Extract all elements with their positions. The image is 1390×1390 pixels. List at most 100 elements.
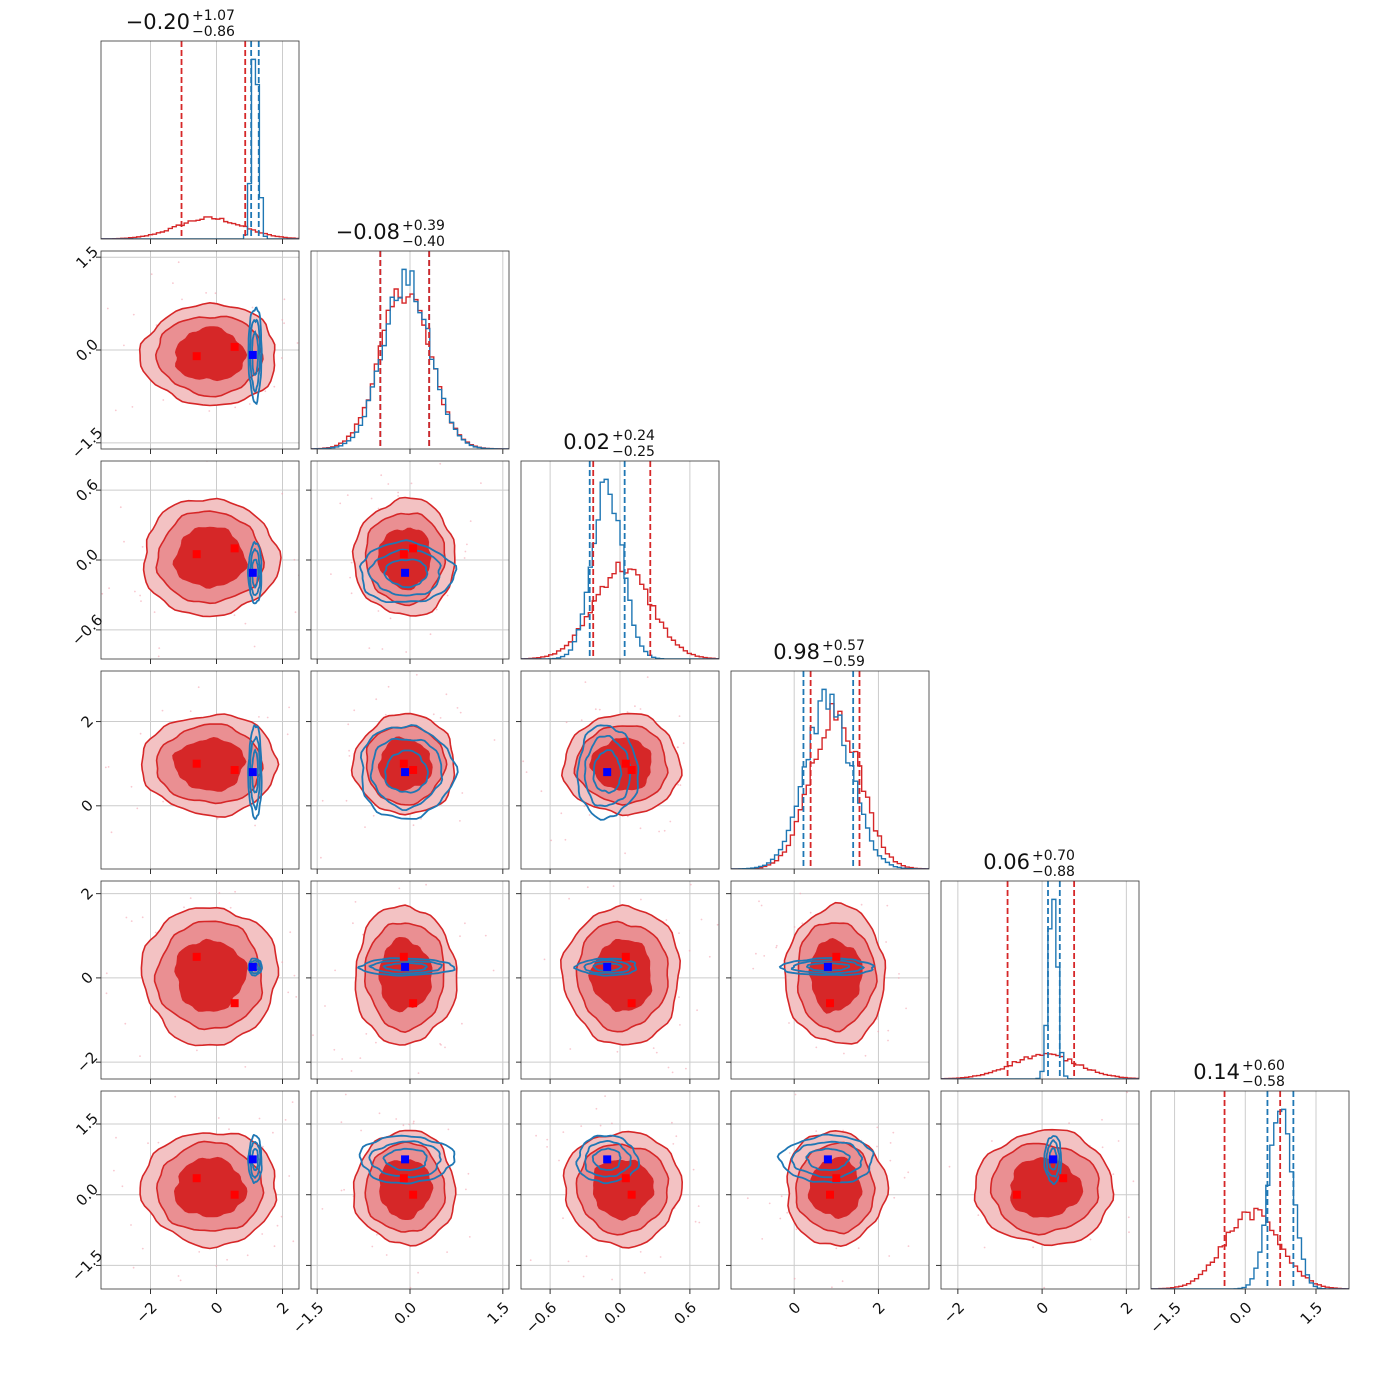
truth-marker bbox=[603, 768, 612, 777]
mode-marker bbox=[627, 766, 636, 774]
sample-dot bbox=[907, 1171, 910, 1174]
sample-dot bbox=[580, 1125, 583, 1127]
sample-dot bbox=[459, 935, 461, 938]
sample-dot bbox=[567, 1260, 570, 1263]
sample-dot bbox=[208, 410, 211, 412]
sample-dot bbox=[793, 926, 796, 928]
sample-dot bbox=[459, 711, 462, 714]
sample-dot bbox=[216, 817, 219, 820]
sample-dot bbox=[234, 1296, 236, 1298]
title-minus-2: −0.25 bbox=[612, 444, 655, 460]
mode-marker bbox=[230, 766, 239, 774]
x-tick-label: −2 bbox=[940, 1299, 968, 1327]
sample-dot bbox=[161, 709, 164, 712]
mode-marker bbox=[1059, 1174, 1068, 1183]
blue-contour-2 bbox=[356, 957, 456, 977]
sample-dot bbox=[189, 897, 192, 899]
truth-marker bbox=[401, 1155, 410, 1164]
sample-dot bbox=[101, 592, 104, 595]
sample-dot bbox=[130, 920, 133, 922]
title-plus-2: +0.24 bbox=[612, 428, 655, 444]
sample-dot bbox=[384, 713, 387, 716]
sample-dot bbox=[1100, 1291, 1102, 1293]
sample-dot bbox=[281, 961, 284, 964]
mode-marker bbox=[832, 952, 841, 961]
x-tick-label: 2 bbox=[869, 1299, 888, 1318]
sample-dot bbox=[466, 543, 468, 546]
sample-dot bbox=[397, 491, 399, 494]
sample-dot bbox=[903, 1176, 906, 1179]
sample-dot bbox=[439, 462, 442, 465]
pair-content bbox=[522, 676, 685, 855]
sample-dot bbox=[831, 1286, 833, 1289]
pair-content bbox=[320, 673, 496, 859]
sample-dot bbox=[330, 573, 332, 575]
mode-marker bbox=[399, 1174, 408, 1183]
sample-dot bbox=[266, 716, 269, 719]
sample-dot bbox=[349, 576, 351, 579]
sample-dot bbox=[292, 1240, 295, 1243]
sample-dot bbox=[106, 307, 109, 310]
blue-contour-1 bbox=[369, 737, 444, 812]
sample-dot bbox=[229, 906, 232, 909]
sample-dot bbox=[983, 1246, 986, 1249]
sample-dot bbox=[568, 897, 570, 900]
sample-dot bbox=[594, 708, 597, 711]
sample-dot bbox=[794, 1093, 797, 1096]
blue-contour-0 bbox=[591, 1147, 622, 1171]
sample-dot bbox=[287, 991, 290, 994]
sample-dot bbox=[295, 996, 298, 998]
truth-marker bbox=[248, 350, 257, 359]
sample-dot bbox=[682, 742, 685, 745]
sample-dot bbox=[616, 1050, 619, 1053]
sample-dot bbox=[123, 540, 125, 543]
sample-dot bbox=[626, 815, 629, 818]
sample-dot bbox=[134, 590, 136, 593]
mode-marker bbox=[627, 999, 636, 1008]
blue-contour-2 bbox=[358, 1134, 456, 1185]
sample-dot bbox=[244, 622, 247, 625]
sample-dot bbox=[140, 600, 142, 602]
histogram-title-0: −0.20 bbox=[126, 10, 190, 34]
sample-dot bbox=[348, 755, 351, 757]
sample-dot bbox=[639, 827, 642, 830]
sample-dot bbox=[810, 878, 812, 880]
sample-dot bbox=[397, 495, 399, 497]
blue-contour-0 bbox=[384, 749, 429, 794]
mode-marker bbox=[826, 999, 834, 1008]
y-tick-label: −2 bbox=[73, 1048, 101, 1076]
sample-dot bbox=[752, 967, 755, 970]
sample-dot bbox=[354, 901, 357, 903]
sample-dot bbox=[162, 800, 165, 803]
sample-dot bbox=[307, 920, 309, 922]
sample-dot bbox=[467, 1172, 470, 1175]
sample-dot bbox=[405, 651, 408, 653]
sample-dot bbox=[253, 645, 256, 648]
sample-dot bbox=[157, 655, 160, 658]
sample-dot bbox=[217, 1117, 220, 1119]
sample-dot bbox=[420, 817, 422, 820]
sample-dot bbox=[124, 1022, 127, 1025]
sample-dot bbox=[525, 771, 528, 773]
sample-dot bbox=[634, 705, 636, 708]
sample-dot bbox=[887, 1029, 890, 1032]
sample-dot bbox=[139, 594, 142, 597]
sample-dot bbox=[580, 719, 583, 722]
x-tick-label: 1.5 bbox=[1297, 1299, 1327, 1329]
mode-marker bbox=[230, 544, 239, 553]
sample-dot bbox=[362, 933, 364, 936]
sample-dot bbox=[445, 693, 448, 696]
sample-dot bbox=[315, 1006, 317, 1008]
sample-dot bbox=[887, 1039, 889, 1042]
sample-dot bbox=[588, 814, 591, 816]
mode-marker bbox=[1012, 1190, 1021, 1199]
pair-content bbox=[105, 890, 317, 1068]
scatter-panel-4-0 bbox=[100, 880, 317, 1080]
sample-dot bbox=[251, 306, 254, 309]
sample-dot bbox=[158, 647, 161, 649]
x-tick-label: 0.0 bbox=[601, 1299, 631, 1329]
sample-dot bbox=[586, 886, 589, 889]
sample-dot bbox=[248, 403, 251, 405]
sample-dot bbox=[233, 614, 236, 616]
panel-frame bbox=[1150, 1090, 1350, 1290]
